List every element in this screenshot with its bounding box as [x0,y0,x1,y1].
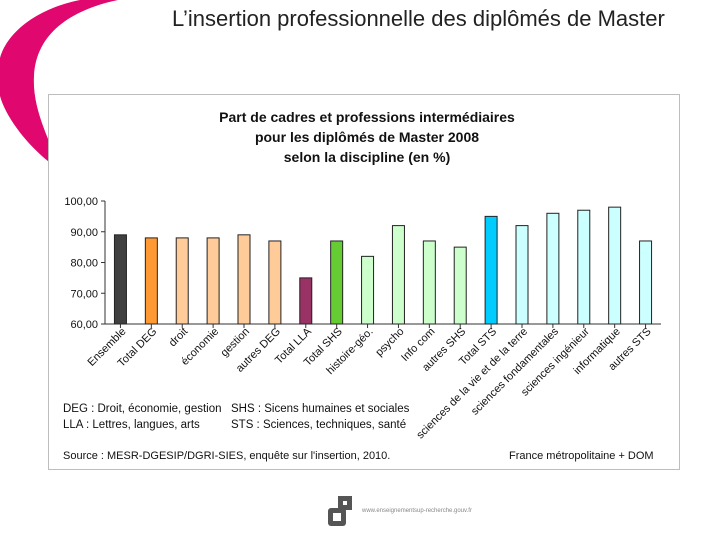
bar [113,234,127,325]
bar [608,206,622,325]
chart-panel: Part de cadres et professions intermédia… [48,94,680,470]
bar [206,237,220,325]
chart-title-line: pour les diplômés de Master 2008 [254,129,480,145]
bar [391,225,405,325]
legend-deg: DEG : Droit, économie, gestion [63,403,222,415]
bar [175,237,189,325]
chart-title: Part de cadres et professions intermédia… [197,107,537,167]
bar [237,234,251,325]
chart-scope: France métropolitaine + DOM [509,450,654,462]
chart-title-line: selon la discipline (en %) [283,149,451,165]
bar [639,240,653,325]
site-url: www.enseignementsup-recherche.gouv.fr [362,508,472,514]
bar [144,237,158,325]
bar [453,246,467,325]
bar [361,255,375,325]
legend-shs: SHS : Sicens humaines et sociales [231,403,410,415]
y-tick-label: 90,00 [70,227,98,239]
bar [268,240,282,325]
bar [515,225,529,325]
chart-source: Source : MESR-DGESIP/DGRI-SIES, enquête … [63,450,391,462]
y-tick-label: 70,00 [70,288,98,300]
ministry-logo [328,496,352,526]
y-tick-label: 60,00 [70,319,98,331]
slide-title: L’insertion professionnelle des diplômés… [172,6,665,31]
bar [299,277,313,325]
chart-title-line: Part de cadres et professions intermédia… [219,109,515,125]
bar [330,240,344,325]
bar [546,212,560,325]
y-tick-label: 100,00 [64,196,98,208]
bar-chart: 60,0070,0080,0090,00100,00EnsembleTotal … [64,196,661,441]
bar [422,240,436,325]
legend-sts: STS : Sciences, techniques, santé [231,419,407,431]
legend-lla: LLA : Lettres, langues, arts [63,419,200,431]
bar [577,209,591,325]
y-tick-label: 80,00 [70,258,98,270]
x-tick-label: droit [167,326,191,350]
bar [484,215,498,325]
decorative-swoosh [0,0,118,170]
